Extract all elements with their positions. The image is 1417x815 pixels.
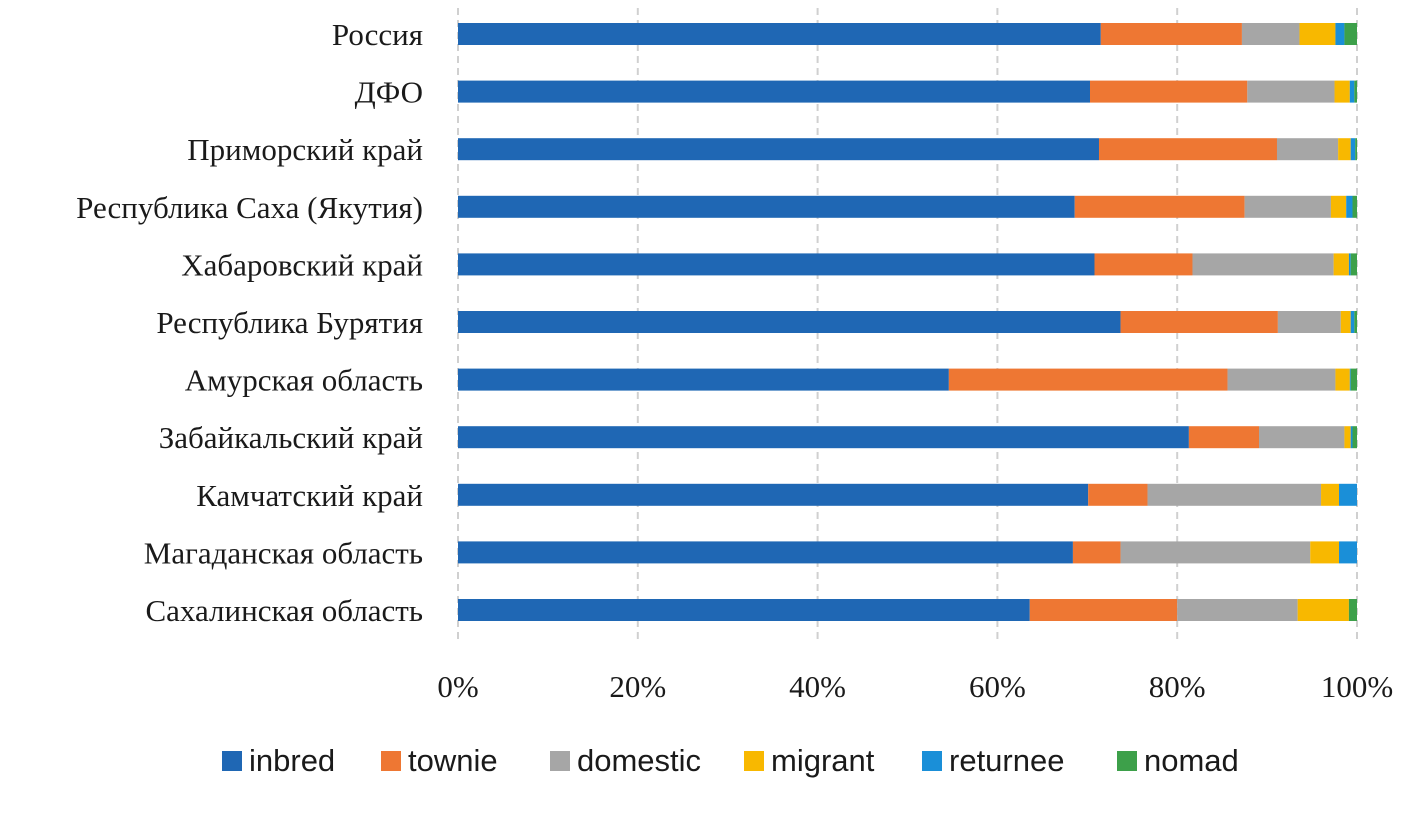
- category-label: Россия: [332, 17, 423, 52]
- bar-segment-migrant: [1321, 483, 1340, 506]
- x-tick-label: 100%: [1321, 669, 1393, 704]
- bar-segment-returnee: [1350, 138, 1356, 161]
- bar-segment-townie: [1100, 23, 1242, 45]
- legend-label-nomad: nomad: [1144, 743, 1239, 778]
- bar-segment-townie: [1188, 426, 1260, 449]
- bar-segment-returnee: [1348, 253, 1351, 276]
- x-tick-label: 60%: [969, 669, 1026, 704]
- bar-segment-townie: [1089, 80, 1248, 103]
- bar-segment-returnee: [1350, 426, 1353, 449]
- bar-segment-townie: [1098, 138, 1277, 161]
- bar-segment-migrant: [1310, 541, 1340, 564]
- legend-swatch-townie: [381, 751, 401, 771]
- bar-segment-townie: [1074, 195, 1245, 218]
- bar-segment-returnee: [1350, 311, 1355, 333]
- bar-segment-nomad: [1348, 599, 1357, 621]
- bar-segment-migrant: [1299, 23, 1336, 45]
- bar-segment-nomad: [1355, 138, 1357, 161]
- bar-segment-inbred: [458, 483, 1089, 506]
- bar-segment-nomad: [1350, 368, 1357, 391]
- bar-segment-domestic: [1259, 426, 1345, 449]
- legend-swatch-nomad: [1117, 751, 1137, 771]
- bar-segment-townie: [1120, 311, 1278, 333]
- category-label: Магаданская область: [144, 535, 423, 570]
- category-label: Забайкальский край: [159, 420, 423, 455]
- x-tick-label: 40%: [789, 669, 846, 704]
- x-tick-label: 0%: [437, 669, 478, 704]
- category-label: Республика Саха (Якутия): [76, 190, 423, 225]
- bar-segment-migrant: [1334, 80, 1350, 103]
- x-tick-label: 80%: [1149, 669, 1206, 704]
- category-label: Хабаровский край: [181, 247, 423, 282]
- category-label: Амурская область: [185, 363, 423, 398]
- bar-segment-townie: [1094, 253, 1193, 276]
- bar-segment-nomad: [1352, 195, 1357, 218]
- bar-segment-domestic: [1120, 541, 1311, 564]
- bar-segment-townie: [948, 368, 1228, 391]
- bar-segment-nomad: [1344, 23, 1357, 45]
- bar-segment-returnee: [1339, 541, 1357, 564]
- bar-segment-townie: [1072, 541, 1121, 564]
- bar-segment-nomad: [1354, 311, 1357, 333]
- bar-segment-domestic: [1276, 138, 1339, 161]
- bar-segment-migrant: [1335, 368, 1350, 391]
- bar-segment-returnee: [1349, 368, 1351, 391]
- legend-swatch-inbred: [222, 751, 242, 771]
- category-label: Сахалинская область: [145, 593, 423, 628]
- bar-segment-inbred: [458, 311, 1121, 333]
- bar-segment-migrant: [1330, 195, 1347, 218]
- bar-segment-inbred: [458, 426, 1189, 449]
- legend-swatch-domestic: [550, 751, 570, 771]
- bar-segment-inbred: [458, 599, 1030, 621]
- legend-label-townie: townie: [408, 743, 498, 778]
- bar-segment-inbred: [458, 23, 1101, 45]
- bar-segment-inbred: [458, 541, 1073, 564]
- bar-segment-migrant: [1340, 311, 1351, 333]
- legend-label-migrant: migrant: [771, 743, 875, 778]
- bar-segment-domestic: [1277, 311, 1341, 333]
- bar-segment-migrant: [1297, 599, 1349, 621]
- bar-segment-migrant: [1338, 138, 1351, 161]
- bar-segment-inbred: [458, 80, 1090, 103]
- category-label: Приморский край: [187, 132, 423, 167]
- bar-segment-migrant: [1344, 426, 1351, 449]
- bar-segment-domestic: [1192, 253, 1334, 276]
- bar-segment-returnee: [1346, 195, 1353, 218]
- bar-segment-domestic: [1227, 368, 1336, 391]
- bar-segment-nomad: [1350, 253, 1357, 276]
- bar-segment-returnee: [1339, 483, 1357, 506]
- x-tick-label: 20%: [609, 669, 666, 704]
- bar-segment-nomad: [1352, 426, 1357, 449]
- legend-label-returnee: returnee: [949, 743, 1064, 778]
- bar-segment-domestic: [1244, 195, 1331, 218]
- bar-segment-returnee: [1335, 23, 1345, 45]
- bar-segment-inbred: [458, 195, 1075, 218]
- legend-label-inbred: inbred: [249, 743, 335, 778]
- bar-segment-domestic: [1147, 483, 1322, 506]
- legend-label-domestic: domestic: [577, 743, 701, 778]
- bar-segment-migrant: [1333, 253, 1349, 276]
- legend-swatch-migrant: [744, 751, 764, 771]
- bar-segment-domestic: [1247, 80, 1335, 103]
- category-label: ДФО: [355, 75, 423, 110]
- bar-segment-townie: [1088, 483, 1148, 506]
- bar-segment-domestic: [1241, 23, 1300, 45]
- bar-segment-inbred: [458, 138, 1099, 161]
- legend-swatch-returnee: [922, 751, 942, 771]
- category-label: Республика Бурятия: [156, 305, 423, 340]
- bar-segment-domestic: [1177, 599, 1298, 621]
- bar-segment-inbred: [458, 368, 949, 391]
- bar-segment-townie: [1029, 599, 1178, 621]
- bar-segment-returnee: [1349, 80, 1355, 103]
- bar-segment-nomad: [1354, 80, 1357, 103]
- category-label: Камчатский край: [196, 478, 423, 513]
- bar-segment-inbred: [458, 253, 1095, 276]
